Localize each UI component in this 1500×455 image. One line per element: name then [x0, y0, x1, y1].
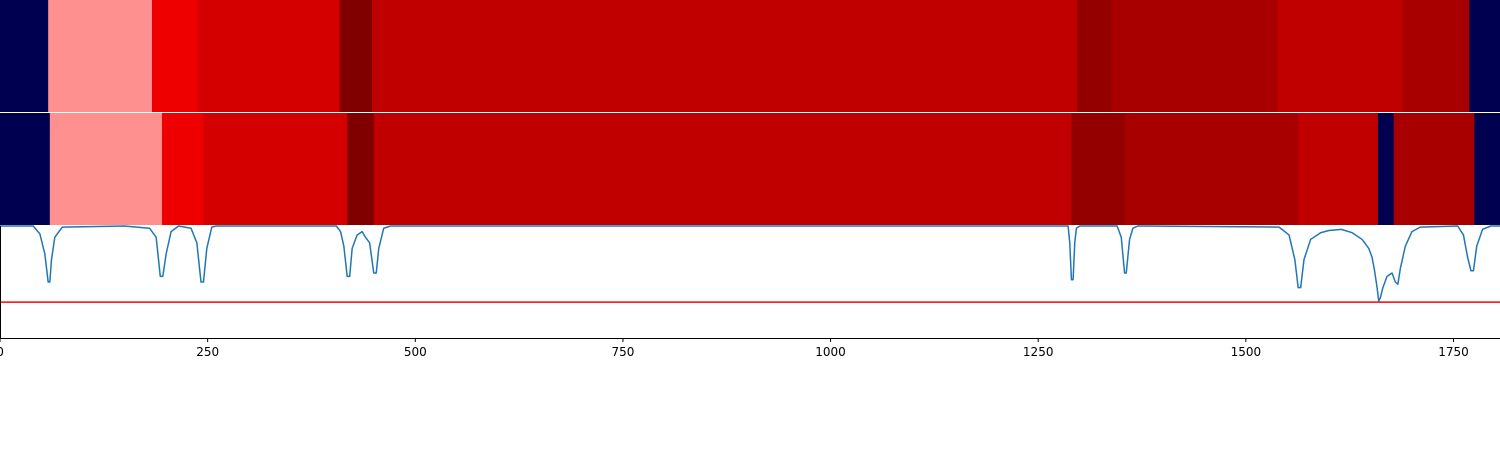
line-panel-background — [0, 226, 1500, 338]
heatmap-segment — [1277, 0, 1404, 112]
x-tick-label: 1750 — [1438, 345, 1469, 359]
heatmap-tracks — [0, 0, 1500, 225]
heatmap-segment — [203, 113, 348, 225]
x-tick-label: 750 — [611, 345, 634, 359]
x-tick-label: 500 — [404, 345, 427, 359]
heatmap-segment — [1474, 113, 1500, 225]
heatmap-segment — [1469, 0, 1500, 112]
series-line — [0, 225, 1500, 302]
x-axis: 0 250 500 750 1000 1250 1500 1750 — [0, 338, 1500, 359]
heatmap-segment — [1077, 0, 1112, 112]
heatmap-segment — [339, 0, 373, 112]
heatmap-segment — [49, 113, 163, 225]
heatmap-segment — [347, 113, 375, 225]
heatmap-segment — [1298, 113, 1379, 225]
heatmap-segment — [1402, 0, 1470, 112]
heatmap-segment — [1393, 113, 1475, 225]
heatmap-segment — [1111, 0, 1279, 112]
heatmap-segment — [0, 113, 51, 225]
heatmap-track-2 — [0, 113, 1500, 225]
heatmap-segment — [1125, 113, 1299, 225]
x-tick-label: 250 — [196, 345, 219, 359]
x-tick-label: 1500 — [1231, 345, 1262, 359]
heatmap-segment — [197, 0, 341, 112]
heatmap-segment — [151, 0, 199, 112]
heatmap-segment — [373, 113, 1073, 225]
x-tick-label: 1000 — [815, 345, 846, 359]
heatmap-segment — [161, 113, 205, 225]
x-tick-label: 0 — [0, 345, 4, 359]
heatmap-segment — [1377, 113, 1395, 225]
heatmap-track-1 — [0, 0, 1500, 112]
heatmap-segment — [0, 0, 49, 112]
heatmap-segment — [372, 0, 1078, 112]
heatmap-segment — [48, 0, 153, 112]
line-panel — [0, 225, 1500, 338]
heatmap-segment — [1071, 113, 1127, 225]
x-tick-label: 1250 — [1023, 345, 1054, 359]
